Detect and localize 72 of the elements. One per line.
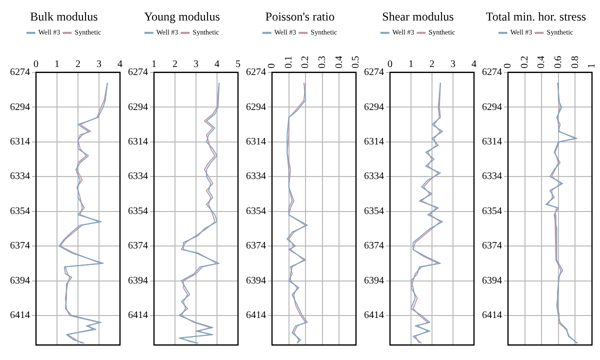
y-tick-label: 6294 [10, 102, 30, 113]
y-tick-label: 6354 [246, 206, 266, 217]
y-tick-label: 6334 [128, 171, 148, 182]
y-tick-label: 6414 [10, 310, 30, 322]
chart-title: Total min. hor. stress [486, 9, 586, 24]
y-tick-label: 6394 [246, 275, 266, 286]
x-tick-label: 0.8 [570, 56, 581, 68]
y-tick-label: 6314 [128, 136, 148, 148]
x-tick-label: 2 [76, 59, 80, 70]
x-tick-label: 0 [502, 63, 514, 68]
y-tick-label: 6354 [10, 206, 30, 217]
y-tick-label: 6414 [364, 310, 384, 322]
y-tick-label: 6374 [482, 240, 502, 252]
y-tick-label: 6294 [246, 102, 266, 113]
x-tick-label: 4 [214, 59, 220, 70]
x-tick-label: 0 [388, 59, 392, 70]
y-tick-label: 6354 [128, 206, 148, 217]
y-tick-label: 6374 [128, 240, 148, 252]
y-tick-label: 6274 [364, 67, 384, 78]
y-tick-label: 6394 [364, 275, 384, 286]
chart-title: Shear modulus [382, 9, 454, 24]
x-tick-label: 3 [96, 59, 102, 70]
x-tick-label: 3 [450, 59, 456, 70]
y-tick-label: 6314 [246, 136, 266, 148]
x-tick-label: 1 [54, 59, 60, 70]
x-tick-label: 0.6 [553, 56, 564, 68]
x-tick-label: 1 [152, 59, 156, 70]
y-tick-label: 6294 [364, 102, 384, 113]
y-tick-label: 6374 [10, 240, 30, 252]
x-tick-label: 0 [266, 63, 278, 68]
y-tick-label: 6274 [10, 67, 30, 78]
x-tick-label: 4 [118, 59, 122, 70]
y-tick-label: 6354 [364, 206, 384, 217]
x-tick-label: 0 [34, 59, 38, 70]
y-tick-label: 6314 [482, 136, 502, 148]
y-tick-label: 6394 [482, 275, 502, 286]
y-tick-label: 6314 [364, 136, 384, 148]
y-tick-label: 6414 [482, 310, 502, 322]
y-tick-label: 6334 [10, 171, 30, 182]
x-tick-label: 2 [430, 59, 434, 70]
y-tick-label: 6334 [482, 171, 502, 182]
y-tick-label: 6334 [364, 171, 384, 182]
y-tick-label: 6334 [246, 171, 266, 182]
y-tick-label: 6354 [482, 206, 502, 217]
x-tick-label: 2 [172, 59, 178, 70]
x-tick-label: 0.4 [334, 56, 345, 68]
y-tick-label: 6274 [246, 67, 266, 78]
chart-title: Young modulus [144, 9, 220, 24]
y-tick-label: 6394 [10, 275, 30, 286]
y-tick-label: 6274 [128, 67, 148, 78]
y-tick-label: 6394 [128, 275, 148, 286]
y-tick-label: 6414 [128, 310, 148, 322]
x-tick-label: 4 [472, 59, 476, 70]
x-tick-label: 0.3 [317, 56, 328, 68]
y-tick-label: 6414 [246, 310, 266, 322]
y-tick-label: 6294 [482, 102, 502, 113]
x-tick-label: 0.2 [300, 56, 312, 68]
x-tick-label: 0.4 [536, 56, 548, 68]
x-tick-label: 3 [194, 59, 198, 70]
y-tick-label: 6294 [128, 102, 148, 113]
x-tick-label: 0.2 [519, 56, 530, 68]
chart-title: Bulk modulus [30, 9, 98, 24]
chart-title: Poisson's ratio [265, 9, 335, 24]
x-tick-label: 0.5 [350, 56, 362, 68]
x-tick-label: 5 [236, 59, 240, 70]
x-tick-label: 1 [408, 59, 414, 70]
x-tick-label: 0.1 [283, 56, 294, 68]
x-tick-label: 1 [586, 63, 598, 68]
y-tick-label: 6374 [246, 240, 266, 252]
y-tick-label: 6274 [482, 67, 502, 78]
y-tick-label: 6374 [364, 240, 384, 252]
y-tick-label: 6314 [10, 136, 30, 148]
